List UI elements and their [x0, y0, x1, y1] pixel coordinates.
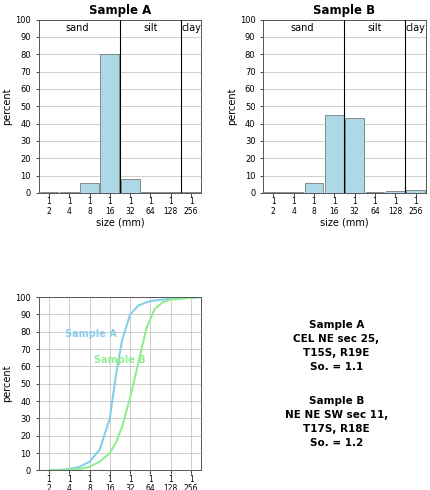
Text: Sample A
CEL NE sec 25,
T15S, R19E
So. = 1.1: Sample A CEL NE sec 25, T15S, R19E So. =…: [293, 319, 379, 371]
Bar: [284, 192, 303, 193]
Bar: [121, 179, 139, 193]
Text: Sample B: Sample B: [94, 355, 145, 365]
Bar: [141, 192, 160, 193]
Bar: [162, 192, 180, 193]
Bar: [101, 54, 119, 193]
Text: silt: silt: [368, 23, 382, 33]
X-axis label: size (mm): size (mm): [96, 217, 144, 227]
X-axis label: size (mm): size (mm): [320, 217, 369, 227]
Bar: [60, 192, 79, 193]
Text: silt: silt: [143, 23, 158, 33]
Text: clay: clay: [181, 23, 201, 33]
Bar: [264, 192, 283, 193]
Bar: [386, 191, 405, 193]
Text: Sample A: Sample A: [65, 329, 117, 339]
Bar: [182, 192, 200, 193]
Bar: [304, 183, 323, 193]
Y-axis label: percent: percent: [3, 365, 12, 402]
Text: sand: sand: [65, 23, 89, 33]
Text: Sample B
NE NE SW sec 11,
T17S, R18E
So. = 1.2: Sample B NE NE SW sec 11, T17S, R18E So.…: [285, 396, 388, 448]
Y-axis label: percent: percent: [227, 88, 237, 125]
Bar: [345, 119, 364, 193]
Bar: [406, 190, 425, 193]
Bar: [40, 192, 58, 193]
Title: Sample B: Sample B: [313, 4, 375, 17]
Text: clay: clay: [405, 23, 425, 33]
Text: sand: sand: [290, 23, 313, 33]
Title: Sample A: Sample A: [89, 4, 151, 17]
Bar: [366, 192, 384, 193]
Y-axis label: percent: percent: [3, 88, 12, 125]
Bar: [80, 183, 99, 193]
Bar: [325, 115, 344, 193]
